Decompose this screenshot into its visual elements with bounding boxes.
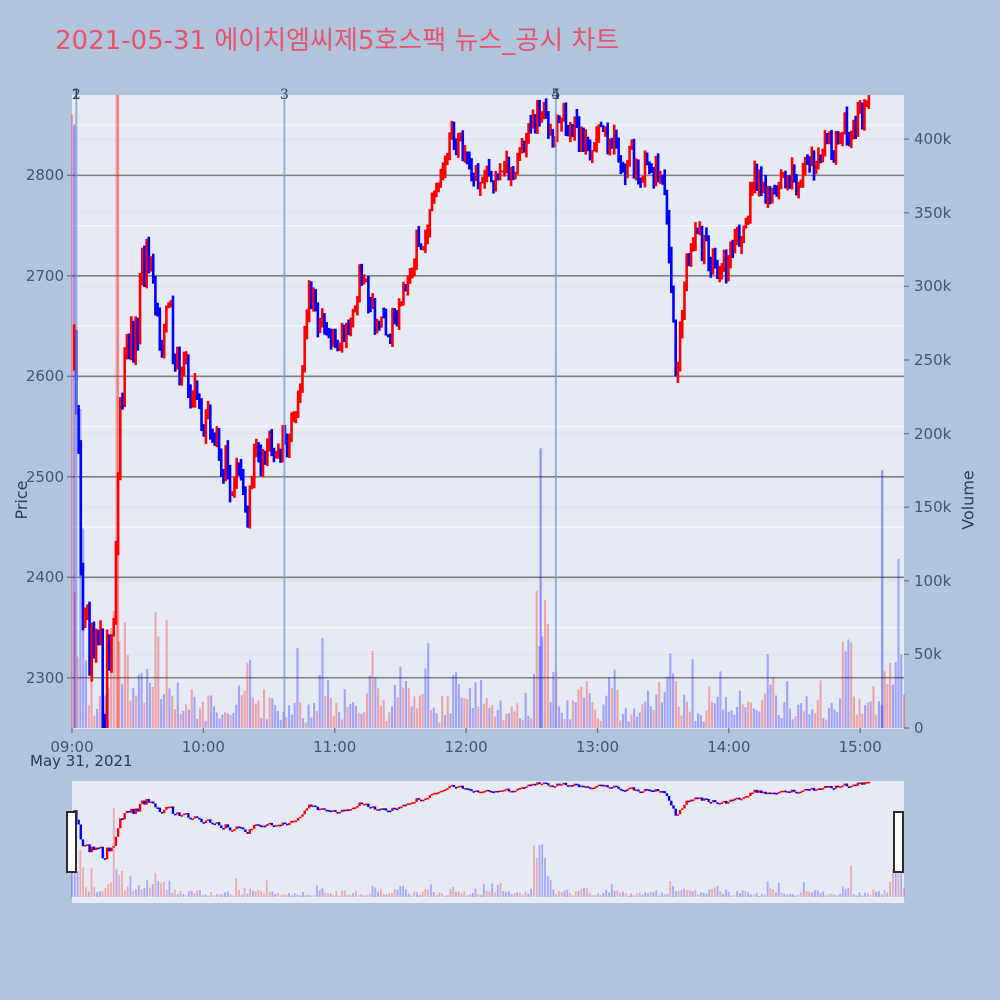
annotation-marker-2[interactable]: 2 <box>71 87 81 103</box>
price-tick: 2700 <box>25 266 64 285</box>
range-start-handle[interactable] <box>66 811 77 873</box>
volume-tick: 200k <box>914 424 952 443</box>
price-tick: 2500 <box>25 467 64 486</box>
price-tick: 2800 <box>25 166 64 185</box>
time-tick: 11:00 <box>313 738 357 756</box>
annotation-marker-4[interactable]: 4 <box>551 87 561 103</box>
volume-tick: 300k <box>914 277 952 296</box>
time-tick: 12:00 <box>444 738 488 756</box>
volume-axis-label: Volume <box>958 470 978 530</box>
price-axis-label: Price <box>12 480 32 520</box>
volume-tick: 350k <box>914 203 952 222</box>
time-tick: 13:00 <box>575 738 620 756</box>
time-tick: 14:00 <box>707 738 751 756</box>
volume-tick: 250k <box>914 350 952 369</box>
price-tick: 2300 <box>25 668 64 687</box>
annotation-marker-3[interactable]: 3 <box>279 87 289 103</box>
chart-title: 2021-05-31 에이치엠씨제5호스팩 뉴스_공시 차트 <box>55 26 620 56</box>
annotation-marker-5[interactable]: 5 <box>551 87 561 103</box>
time-tick: 10:00 <box>181 738 225 756</box>
volume-tick: 150k <box>914 498 952 517</box>
navigator-background <box>72 781 904 903</box>
time-tick: 15:00 <box>838 738 882 756</box>
volume-tick: 0 <box>914 719 924 737</box>
annotation-marker-1[interactable]: 1 <box>71 87 81 103</box>
price-tick: 2400 <box>25 568 64 587</box>
volume-tick: 100k <box>914 571 952 590</box>
range-end-handle[interactable] <box>893 811 904 873</box>
date-label: May 31, 2021 <box>30 752 133 770</box>
time-tick: 09:00 <box>50 738 94 756</box>
navigator-canvas <box>71 781 905 897</box>
price-tick: 2600 <box>25 367 64 386</box>
volume-tick: 50k <box>914 645 942 664</box>
volume-tick: 400k <box>914 130 952 149</box>
